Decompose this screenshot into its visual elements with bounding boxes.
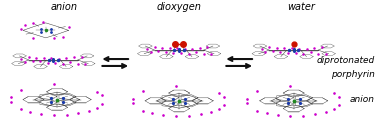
Text: water: water — [287, 2, 315, 12]
Text: anion: anion — [51, 2, 78, 12]
Text: porphyrin: porphyrin — [331, 70, 374, 79]
Text: anion: anion — [349, 95, 374, 104]
Text: diprotonated: diprotonated — [316, 56, 374, 64]
Text: dioxygen: dioxygen — [157, 2, 202, 12]
